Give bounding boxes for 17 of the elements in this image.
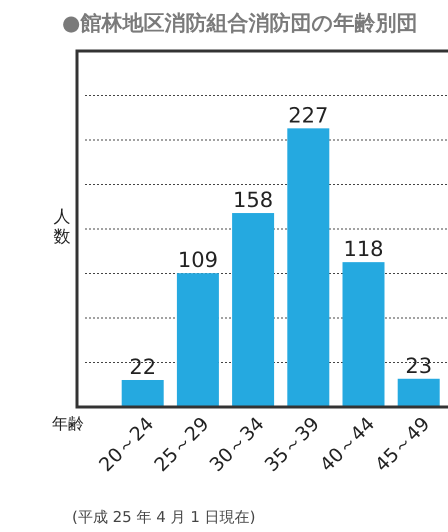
data-label: 118	[343, 237, 384, 262]
bar	[232, 213, 274, 407]
data-label: 158	[233, 188, 274, 212]
bar	[287, 128, 330, 407]
data-label: 23	[405, 354, 432, 378]
x-axis-title: 年齢	[52, 414, 84, 433]
chart-title: ●館林地区消防組合消防団の年齢別団	[62, 11, 418, 35]
bar	[398, 378, 440, 407]
y-axis-title: 人数	[54, 207, 70, 247]
text: (平成 25 年 4 月 1 日現在)	[72, 508, 256, 526]
bar	[342, 262, 384, 407]
bar	[176, 273, 219, 407]
data-label: 227	[288, 103, 328, 128]
data-label: 109	[178, 248, 218, 272]
bar	[122, 380, 164, 407]
data-label: 22	[129, 354, 156, 379]
x-tick-label: 40～44	[316, 412, 380, 476]
